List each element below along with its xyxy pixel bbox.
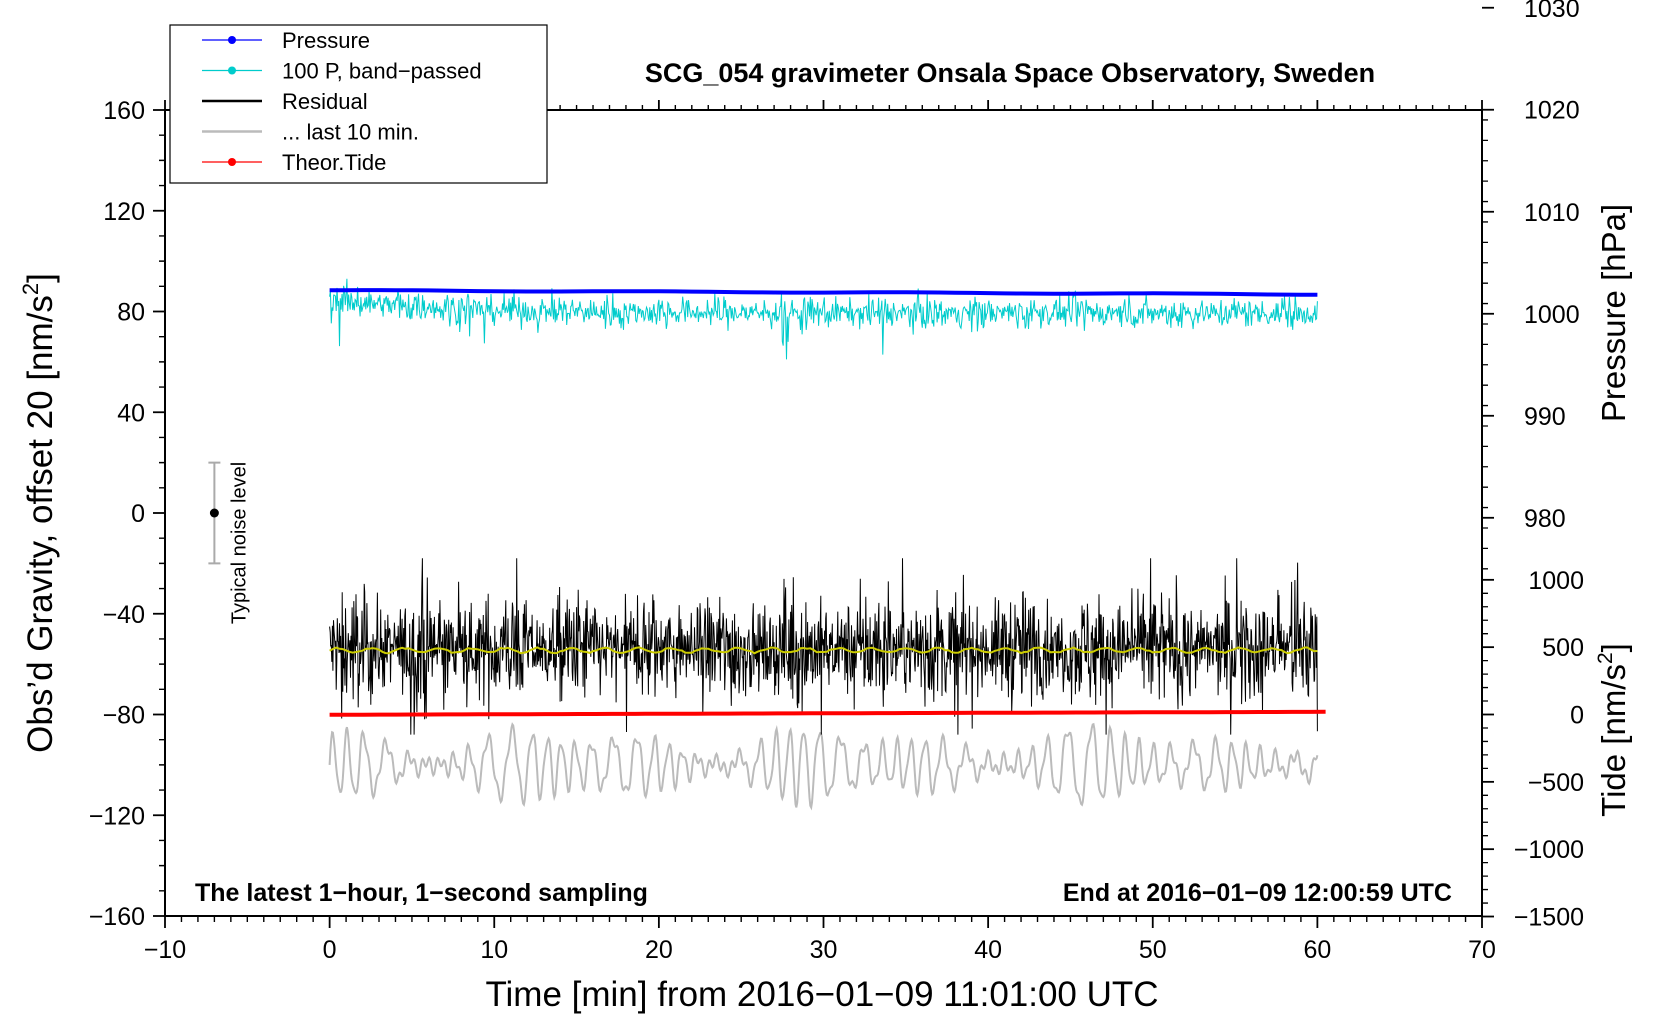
legend-label: Pressure [282,28,370,53]
y-tick-label: 120 [103,198,145,226]
series-pressure [329,288,1318,297]
y-tick-label: −160 [89,903,145,931]
y-axis-tide: −1500 −1000 −500 0 500 1000 [1482,567,1584,932]
y-axis-left: −160 −120 −80 −40 0 40 80 120 160 [89,97,165,931]
y-tick-label: −120 [89,802,145,830]
y-tick-label: −80 [103,702,145,730]
noise-point [209,508,219,518]
x-tick-label: 0 [323,936,337,964]
tide-tick-label: 500 [1542,634,1584,662]
tide-tick-label: −500 [1528,769,1584,797]
legend-label: Theor.Tide [282,150,386,175]
pressure-minor-ticks [1482,119,1488,570]
y-tick-label: 160 [103,97,145,125]
y-axis-label-tide: Tide [nm/s2] [1594,643,1632,817]
tide-tick-label: −1000 [1514,836,1584,864]
y-tick-label: 40 [117,399,145,427]
tide-tick-label: 0 [1570,702,1584,730]
y-axis-label-pressure: Pressure [hPa] [1595,204,1632,422]
annotation-bottom-left: The latest 1−hour, 1−second sampling [195,879,648,907]
y-tick-label: 0 [131,500,145,528]
y-axis-label-left: Obs’d Gravity, offset 20 [nm/s2] [18,273,60,753]
annotation-bottom-right: End at 2016−01−09 12:00:59 UTC [1063,879,1452,907]
series-smoothed-residual [329,646,1318,655]
x-tick-label: 40 [974,936,1002,964]
pressure-tick-label: 1000 [1524,301,1580,329]
x-tick-label: 50 [1139,936,1167,964]
series-band-passed [329,278,1318,360]
y-axis-pressure: 980 990 1000 1010 1020 1030 [1482,0,1580,570]
legend-label: Residual [282,89,368,114]
pressure-tick-label: 1020 [1524,97,1580,125]
pressure-tick-label: 1030 [1524,0,1580,23]
legend-label: 100 P, band−passed [282,59,482,84]
pressure-tick-label: 1010 [1524,199,1580,227]
y-tick-label: −40 [103,601,145,629]
legend-box [169,24,548,184]
pressure-tick-label: 990 [1524,403,1566,431]
legend-marker [228,158,236,166]
plot-frame [164,109,1483,917]
tide-minor-ticks [1482,592,1488,904]
x-tick-label: 70 [1468,936,1496,964]
legend-label: ... last 10 min. [282,120,419,145]
y-tick-label: 80 [117,299,145,327]
series-residual [329,558,1318,735]
noise-label: Typical noise level [228,462,250,624]
x-tick-label: 20 [645,936,673,964]
legend-marker [228,66,236,75]
x-tick-label: 30 [810,936,838,964]
x-axis: −10 0 10 20 30 40 50 60 70 [144,100,1496,964]
x-axis-label: Time [min] from 2016−01−09 11:01:00 UTC [485,975,1158,1014]
x-tick-label: 10 [480,936,508,964]
tide-tick-label: −1500 [1514,904,1584,932]
x-tick-label: −10 [144,936,186,964]
x-tick-label: 60 [1303,936,1331,964]
tide-tick-label: 1000 [1528,567,1584,595]
pressure-tick-label: 980 [1524,505,1566,533]
noise-marker: Typical noise level [208,461,250,624]
series-last-10-min [328,722,1319,811]
legend-marker [228,36,236,44]
series-theor-tide [329,709,1326,717]
legend: Pressure 100 P, band−passed Residual ... la… [169,24,548,184]
series-layer [328,278,1326,811]
chart-title: SCG_054 gravimeter Onsala Space Observat… [645,58,1375,88]
